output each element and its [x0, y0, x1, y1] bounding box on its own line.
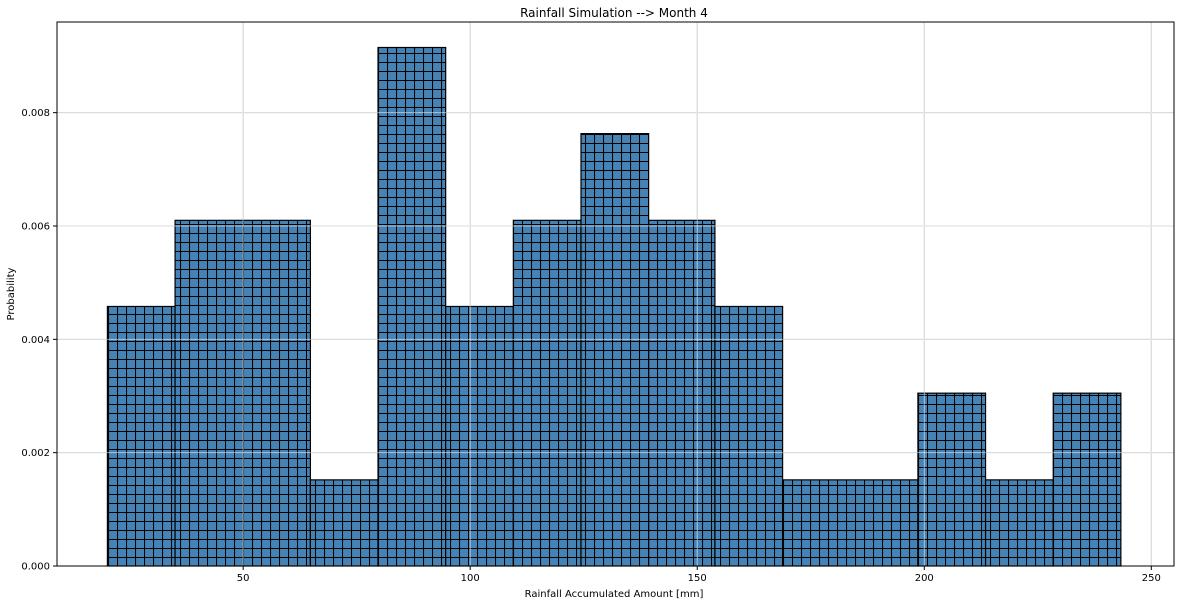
- histogram-bar-8: [648, 219, 716, 567]
- histogram-bars: [106, 46, 1122, 567]
- x-axis-title: Rainfall Accumulated Amount [mm]: [525, 589, 704, 600]
- y-tick-label: 0.002: [21, 448, 50, 459]
- histogram-bar-12: [984, 479, 1054, 567]
- y-axis: 0.000 0.002 0.004 0.006 0.008: [21, 108, 57, 573]
- histogram-bar-9: [714, 305, 784, 567]
- x-tick-label: 150: [688, 573, 707, 584]
- y-tick-label: 0.006: [21, 222, 50, 233]
- histogram-bar-4: [377, 46, 447, 567]
- histogram-bar-1: [106, 305, 176, 567]
- histogram-bar-5: [445, 305, 514, 567]
- histogram-bar-6: [512, 219, 582, 567]
- histogram-bar-13: [1052, 392, 1122, 567]
- y-axis-title: Probability: [6, 267, 17, 320]
- y-tick-label: 0.004: [21, 335, 50, 346]
- y-tick-label: 0.000: [21, 562, 50, 573]
- x-tick-label: 50: [237, 573, 250, 584]
- x-tick-label: 250: [1142, 573, 1161, 584]
- plot-area-frame: [56, 21, 1175, 567]
- x-axis: 50 100 150 200 250: [237, 566, 1161, 584]
- x-tick-label: 100: [461, 573, 480, 584]
- histogram-bar-11: [917, 392, 987, 567]
- histogram-bar-10: [781, 479, 919, 567]
- x-tick-label: 200: [915, 573, 934, 584]
- histogram-bar-7: [580, 133, 650, 567]
- y-tick-label: 0.008: [21, 108, 50, 119]
- histogram-bar-3: [309, 479, 379, 567]
- chart-title: Rainfall Simulation --> Month 4: [520, 6, 708, 20]
